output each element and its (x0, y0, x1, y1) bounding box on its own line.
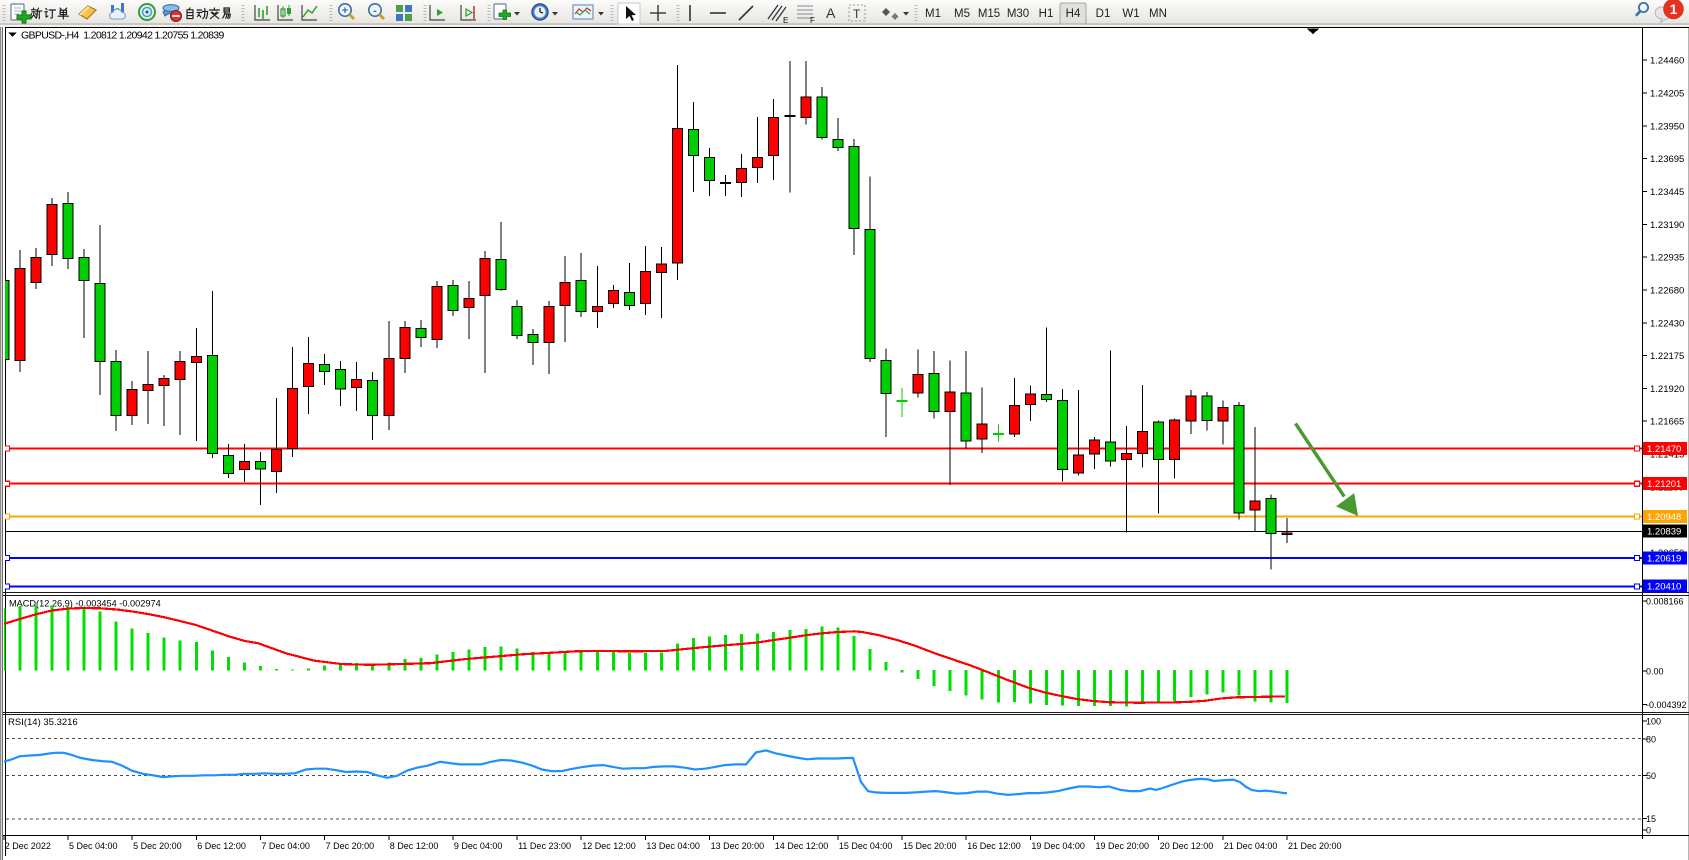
svg-text:0: 0 (1646, 826, 1651, 836)
svg-text:A: A (826, 5, 836, 21)
svg-text:M1: M1 (925, 8, 941, 20)
svg-text:1.21201: 1.21201 (1647, 479, 1681, 490)
svg-text:T: T (853, 7, 861, 21)
svg-text:2 Dec 2022: 2 Dec 2022 (5, 841, 51, 851)
svg-text:20 Dec 12:00: 20 Dec 12:00 (1160, 841, 1214, 851)
svg-text:9 Dec 04:00: 9 Dec 04:00 (454, 841, 503, 851)
svg-text:15 Dec 04:00: 15 Dec 04:00 (839, 841, 893, 851)
svg-text:M30: M30 (1007, 8, 1029, 20)
svg-text:1.23950: 1.23950 (1650, 121, 1684, 132)
svg-text:M15: M15 (978, 8, 1000, 20)
svg-text:16 Dec 12:00: 16 Dec 12:00 (967, 841, 1021, 851)
svg-text:1.20948: 1.20948 (1647, 512, 1681, 523)
svg-text:14 Dec 12:00: 14 Dec 12:00 (775, 841, 829, 851)
svg-text:E: E (783, 16, 788, 25)
svg-text:-0.004392: -0.004392 (1646, 700, 1687, 710)
svg-text:13 Dec 20:00: 13 Dec 20:00 (711, 841, 765, 851)
svg-text:-: - (373, 5, 377, 17)
svg-text:13 Dec 04:00: 13 Dec 04:00 (646, 841, 700, 851)
svg-text:1.24205: 1.24205 (1650, 89, 1684, 100)
svg-text:8 Dec 12:00: 8 Dec 12:00 (390, 841, 439, 851)
svg-text:7 Dec 20:00: 7 Dec 20:00 (326, 841, 375, 851)
svg-text:F: F (810, 16, 815, 25)
svg-text:+: + (342, 5, 348, 17)
svg-text:D1: D1 (1096, 8, 1111, 20)
svg-text:11 Dec 23:00: 11 Dec 23:00 (518, 841, 571, 851)
svg-text:1.21920: 1.21920 (1650, 384, 1684, 395)
svg-text:1.24460: 1.24460 (1650, 56, 1684, 67)
svg-text:1.20839: 1.20839 (1647, 527, 1681, 538)
svg-text:19 Dec 20:00: 19 Dec 20:00 (1096, 841, 1150, 851)
svg-text:1.22430: 1.22430 (1650, 318, 1684, 329)
svg-text:50: 50 (1646, 771, 1656, 781)
svg-text:19 Dec 04:00: 19 Dec 04:00 (1031, 841, 1085, 851)
svg-text:1.22175: 1.22175 (1650, 351, 1684, 362)
svg-text:1.23190: 1.23190 (1650, 220, 1684, 231)
svg-text:21 Dec 04:00: 21 Dec 04:00 (1224, 841, 1278, 851)
svg-text:80: 80 (1646, 735, 1656, 745)
svg-text:7 Dec 04:00: 7 Dec 04:00 (261, 841, 310, 851)
svg-text:H1: H1 (1039, 8, 1054, 20)
svg-text:MACD(12,26,9) -0.003454 -0.002: MACD(12,26,9) -0.003454 -0.002974 (9, 599, 161, 609)
svg-text:W1: W1 (1122, 8, 1139, 20)
svg-text:100: 100 (1646, 716, 1661, 726)
svg-text:M5: M5 (954, 8, 970, 20)
svg-text:21 Dec 20:00: 21 Dec 20:00 (1288, 841, 1342, 851)
svg-text:1: 1 (1670, 2, 1678, 17)
svg-text:1.21470: 1.21470 (1647, 444, 1681, 455)
svg-text:1.22935: 1.22935 (1650, 253, 1684, 264)
svg-text:MN: MN (1149, 8, 1167, 20)
svg-text:GBPUSD-,H4 1.20812 1.20942 1.: GBPUSD-,H4 1.20812 1.20942 1.20755 1.208… (21, 30, 224, 42)
svg-text:1.23695: 1.23695 (1650, 154, 1684, 165)
svg-text:15 Dec 20:00: 15 Dec 20:00 (903, 841, 957, 851)
svg-text:15: 15 (1646, 814, 1656, 824)
svg-text:5 Dec 20:00: 5 Dec 20:00 (133, 841, 182, 851)
svg-text:1.21665: 1.21665 (1650, 417, 1684, 428)
svg-text:5 Dec 04:00: 5 Dec 04:00 (69, 841, 118, 851)
svg-text:0.00: 0.00 (1646, 666, 1664, 676)
svg-text:H4: H4 (1066, 8, 1081, 20)
svg-text:6 Dec 12:00: 6 Dec 12:00 (197, 841, 246, 851)
svg-text:12 Dec 12:00: 12 Dec 12:00 (582, 841, 636, 851)
svg-text:1.23445: 1.23445 (1650, 187, 1684, 198)
svg-text:1.22680: 1.22680 (1650, 285, 1684, 296)
svg-text:1.20410: 1.20410 (1647, 582, 1681, 593)
svg-text:RSI(14) 35.3216: RSI(14) 35.3216 (8, 717, 78, 728)
svg-text:0.008166: 0.008166 (1646, 596, 1684, 606)
svg-text:1.20619: 1.20619 (1647, 554, 1681, 565)
